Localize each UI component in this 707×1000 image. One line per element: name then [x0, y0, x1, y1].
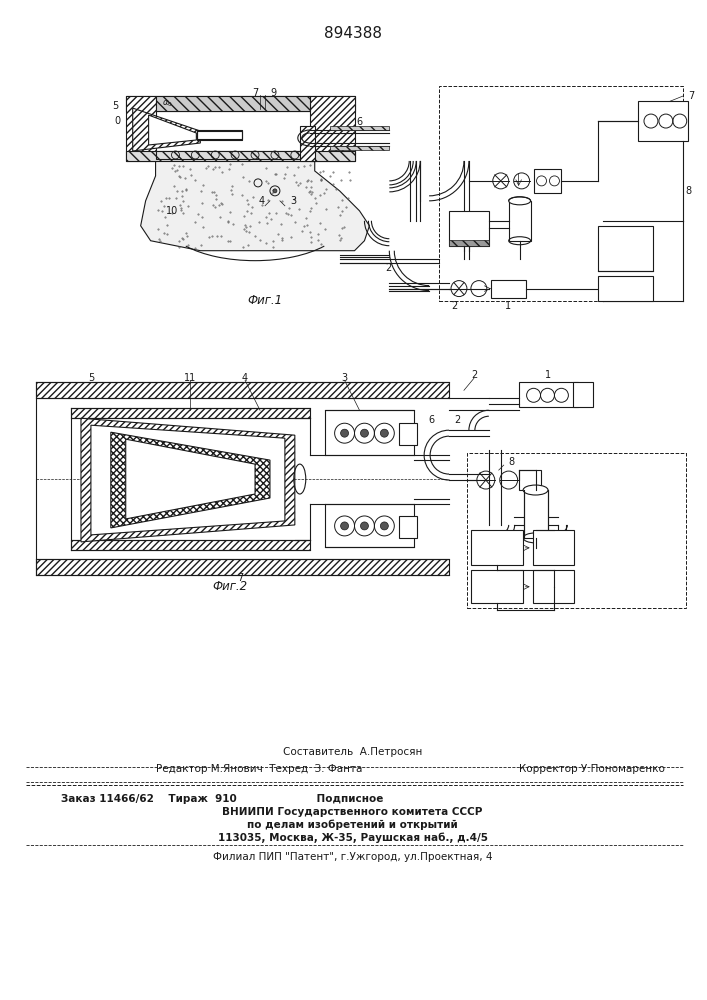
Circle shape [273, 189, 277, 193]
Bar [449, 240, 489, 246]
Text: 2: 2 [471, 370, 477, 380]
Circle shape [361, 429, 368, 437]
Ellipse shape [523, 485, 548, 495]
Bar [449, 211, 489, 246]
Text: 2: 2 [385, 263, 391, 273]
Text: 7: 7 [252, 88, 258, 98]
Text: 113035, Москва, Ж-35, Раушская наб., д.4/5: 113035, Москва, Ж-35, Раушская наб., д.4… [218, 833, 488, 843]
Polygon shape [71, 408, 310, 418]
Circle shape [361, 522, 368, 530]
Text: 6: 6 [428, 415, 434, 425]
Text: 2: 2 [451, 301, 457, 311]
Text: Составитель  А.Петросян: Составитель А.Петросян [283, 747, 422, 757]
Bar [573, 382, 593, 407]
Polygon shape [91, 425, 285, 535]
Polygon shape [36, 559, 449, 575]
Bar [471, 530, 522, 565]
Text: Редактор М.Янович  Техред  З. Фанта: Редактор М.Янович Техред З. Фанта [156, 764, 362, 774]
Polygon shape [126, 96, 156, 161]
Bar [399, 423, 417, 445]
Bar [491, 280, 525, 298]
Polygon shape [300, 126, 315, 161]
Polygon shape [329, 146, 390, 150]
Text: 10: 10 [165, 206, 177, 216]
Text: 7: 7 [237, 573, 243, 583]
Text: Фиг.1: Фиг.1 [247, 294, 283, 307]
Bar [598, 276, 653, 301]
Bar [197, 130, 242, 140]
Bar [534, 169, 561, 193]
Text: Корректор У.Пономаренко: Корректор У.Пономаренко [519, 764, 665, 774]
Polygon shape [111, 432, 270, 528]
Text: Филиал ПИП "Патент", г.Ужгород, ул.Проектная, 4: Филиал ПИП "Патент", г.Ужгород, ул.Проек… [213, 852, 492, 862]
Text: Заказ 11466/62    Тираж  910                      Подписное: Заказ 11466/62 Тираж 910 Подписное [61, 794, 383, 804]
Text: 5: 5 [88, 373, 94, 383]
Bar [532, 570, 574, 603]
Text: 3: 3 [341, 373, 348, 383]
Polygon shape [156, 96, 310, 111]
Circle shape [341, 429, 349, 437]
Text: 3: 3 [290, 196, 296, 206]
Circle shape [380, 522, 388, 530]
Text: 1: 1 [505, 301, 510, 311]
Text: 9: 9 [270, 88, 276, 98]
Polygon shape [81, 418, 295, 542]
Bar [325, 410, 414, 455]
Text: $\alpha_0$: $\alpha_0$ [162, 99, 173, 109]
Text: 8: 8 [509, 457, 515, 467]
Polygon shape [71, 540, 310, 550]
Text: Фиг.2: Фиг.2 [213, 580, 247, 593]
Text: 6: 6 [356, 117, 363, 127]
Polygon shape [126, 96, 354, 111]
Polygon shape [148, 115, 197, 145]
Text: 4: 4 [259, 196, 265, 206]
Bar [532, 530, 574, 565]
Text: 0: 0 [115, 116, 121, 126]
Bar [638, 101, 688, 141]
Bar [598, 226, 653, 271]
Text: 11: 11 [185, 373, 197, 383]
Polygon shape [36, 382, 449, 398]
Bar [399, 516, 417, 538]
Bar [197, 130, 242, 140]
Polygon shape [310, 96, 354, 161]
Bar [509, 201, 530, 241]
Bar [325, 504, 414, 547]
Text: 7: 7 [688, 91, 694, 101]
Text: 5: 5 [112, 101, 119, 111]
Polygon shape [126, 439, 255, 519]
Bar [519, 470, 541, 490]
Polygon shape [156, 151, 310, 159]
Polygon shape [141, 159, 370, 251]
Polygon shape [126, 151, 354, 161]
Polygon shape [133, 108, 200, 151]
Text: по делам изобретений и открытий: по делам изобретений и открытий [247, 820, 458, 830]
Text: ВНИИПИ Государственного комитета СССР: ВНИИПИ Государственного комитета СССР [222, 807, 483, 817]
Text: 8: 8 [686, 186, 692, 196]
Bar [467, 453, 686, 608]
Bar [524, 490, 549, 538]
Circle shape [380, 429, 388, 437]
Text: 894388: 894388 [324, 26, 382, 41]
Ellipse shape [509, 197, 530, 205]
Bar [439, 86, 683, 301]
Polygon shape [329, 126, 390, 130]
Text: 2: 2 [454, 415, 460, 425]
Bar [197, 131, 242, 139]
Bar [471, 570, 522, 603]
Bar [519, 382, 578, 407]
Text: 1: 1 [545, 370, 551, 380]
Circle shape [341, 522, 349, 530]
Text: 4: 4 [242, 373, 248, 383]
